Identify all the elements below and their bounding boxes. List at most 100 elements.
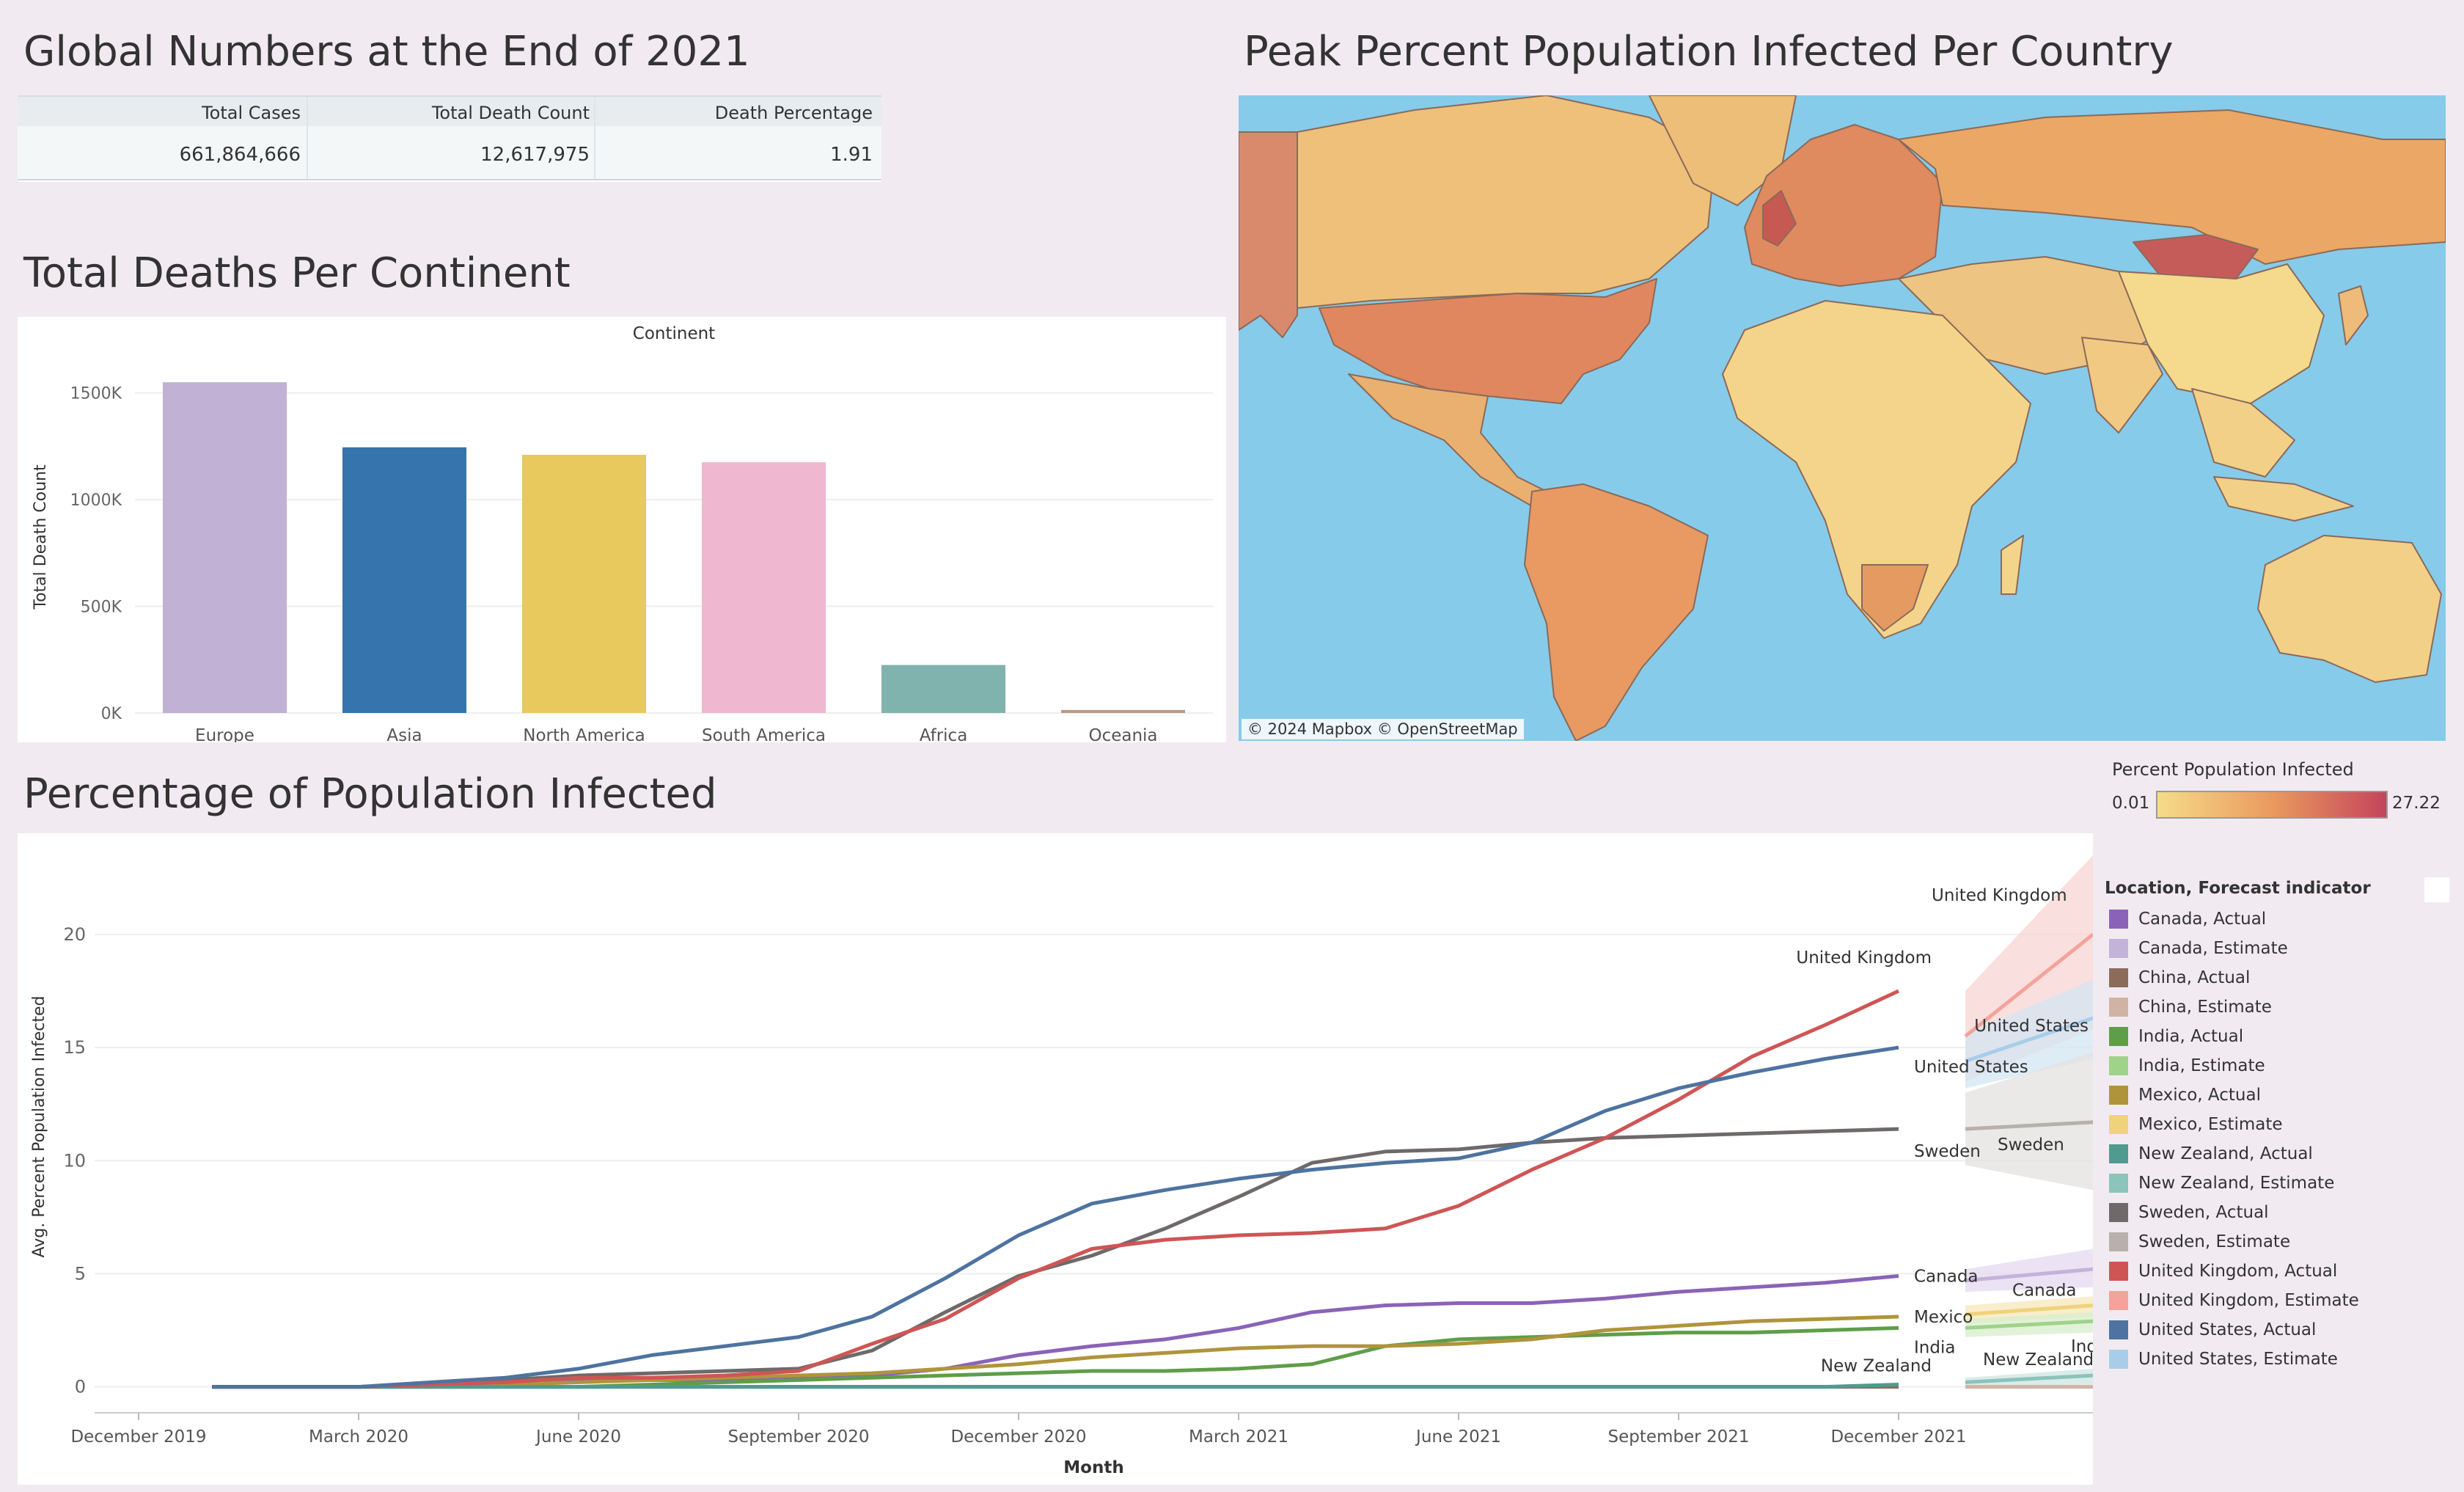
legend-menu-button[interactable]: [2424, 877, 2449, 902]
region-southeast-asia[interactable]: [2191, 388, 2295, 478]
region-greenland[interactable]: [1649, 95, 1797, 206]
region-south-america[interactable]: [1524, 483, 1709, 741]
map-title: Peak Percent Population Infected Per Cou…: [1244, 28, 2174, 76]
line-y-tick-label: 15: [63, 1037, 86, 1058]
legend-swatch: [2109, 1291, 2128, 1310]
legend-swatch: [2109, 1115, 2128, 1134]
region-japan[interactable]: [2338, 285, 2369, 345]
forecast-line-sweden: [1965, 1120, 2094, 1131]
legend-label: United Kingdom, Estimate: [2138, 1291, 2359, 1310]
legend-swatch: [2109, 1056, 2128, 1075]
series-line-canada: [212, 1274, 1899, 1389]
map-legend-gradient: [2156, 791, 2388, 819]
map-credit: © 2024 Mapbox © OpenStreetMap: [1242, 719, 1524, 739]
region-india[interactable]: [2081, 337, 2163, 434]
legend-item[interactable]: United States, Actual: [2109, 1317, 2316, 1342]
series-end-label: India: [1914, 1338, 1955, 1357]
line-y-tick-label: 0: [75, 1377, 86, 1397]
bar-y-axis-label: Total Death Count: [32, 464, 50, 610]
series-line-mexico: [212, 1314, 1899, 1389]
region-china[interactable]: [2118, 263, 2325, 404]
region-united-states[interactable]: [1319, 278, 1657, 404]
line-x-tick-label: September 2020: [728, 1427, 870, 1447]
legend-item[interactable]: Mexico, Estimate: [2109, 1112, 2283, 1137]
region-alaska[interactable]: [1239, 131, 1298, 338]
forecast-band-sweden: [1965, 1052, 2093, 1191]
legend-label: Mexico, Actual: [2138, 1086, 2261, 1105]
region-canada[interactable]: [1297, 95, 1716, 309]
region-indonesia[interactable]: [2213, 476, 2354, 522]
legend-label: Mexico, Estimate: [2138, 1115, 2283, 1134]
region-australia[interactable]: [2257, 535, 2442, 683]
series-end-label: Sweden: [1914, 1142, 1981, 1161]
legend-swatch: [2109, 910, 2128, 929]
legend-item[interactable]: India, Actual: [2109, 1024, 2243, 1049]
bar-africa: [881, 665, 1006, 713]
map-legend-min: 0.01: [2112, 794, 2150, 813]
series-line-new-zealand: [212, 1383, 1899, 1389]
series-line-india: [212, 1325, 1899, 1389]
value-death-percentage: 1.91: [830, 144, 873, 166]
forecast-line-india: [1965, 1319, 2094, 1330]
world-choropleth-map[interactable]: © 2024 Mapbox © OpenStreetMap: [1239, 95, 2446, 741]
legend-item[interactable]: India, Estimate: [2109, 1053, 2265, 1078]
legend-item[interactable]: New Zealand, Estimate: [2109, 1171, 2334, 1196]
line-x-tick-label: March 2021: [1189, 1427, 1288, 1447]
infected-line-chart: Avg. Percent Population Infected Month 0 5 1…: [30, 855, 2112, 1477]
legend-label: United Kingdom, Actual: [2138, 1262, 2338, 1281]
line-x-tick-label: June 2021: [1415, 1427, 1501, 1447]
legend-label: New Zealand, Actual: [2138, 1144, 2313, 1163]
map-legend-max: 27.22: [2392, 794, 2441, 813]
legend-item[interactable]: United States, Estimate: [2109, 1347, 2338, 1372]
region-united-kingdom[interactable]: [1762, 190, 1797, 246]
legend-swatch: [2109, 1144, 2128, 1163]
infected-title: Percentage of Population Infected: [23, 770, 717, 818]
forecast-label: Sweden: [1998, 1136, 2064, 1155]
region-mongolia[interactable]: [2133, 234, 2259, 279]
legend-item[interactable]: China, Estimate: [2109, 995, 2272, 1020]
map-legend-title: Percent Population Infected: [2112, 759, 2354, 780]
legend-swatch: [2109, 968, 2128, 987]
legend-swatch: [2109, 998, 2128, 1017]
deaths-chart-panel: Continent Total Death Count 0K 500K 1000K 150…: [18, 317, 1226, 745]
line-x-tick-label: September 2021: [1608, 1427, 1750, 1447]
legend-item[interactable]: Canada, Estimate: [2109, 936, 2288, 961]
forecast-band-united-states: [1965, 979, 2093, 1089]
legend-item[interactable]: China, Actual: [2109, 965, 2250, 990]
legend-swatch: [2109, 1350, 2128, 1369]
bar-category-label: North America: [523, 726, 645, 742]
region-russia[interactable]: [1898, 109, 2446, 265]
forecast-line-new-zealand: [1965, 1373, 2094, 1384]
legend-item[interactable]: Mexico, Actual: [2109, 1083, 2261, 1108]
series-line-united-states: [212, 1045, 1899, 1389]
region-southern-africa[interactable]: [1861, 564, 1929, 632]
forecast-line-united-kingdom: [1964, 932, 2094, 1038]
legend-item[interactable]: Sweden, Estimate: [2109, 1229, 2290, 1254]
legend-item[interactable]: New Zealand, Actual: [2109, 1141, 2313, 1166]
legend-label: Sweden, Estimate: [2138, 1232, 2291, 1251]
series-end-label: United States: [1914, 1058, 2028, 1077]
legend-item[interactable]: Canada, Actual: [2109, 907, 2266, 932]
region-madagascar[interactable]: [2001, 535, 2024, 595]
bar-category-label: Africa: [920, 726, 968, 742]
legend-label: Sweden, Actual: [2138, 1203, 2269, 1222]
legend-item[interactable]: United Kingdom, Actual: [2109, 1259, 2337, 1284]
legend-item[interactable]: Sweden, Actual: [2109, 1200, 2269, 1225]
legend-item[interactable]: United Kingdom, Estimate: [2109, 1288, 2359, 1313]
series-end-label: Canada: [1914, 1268, 1979, 1287]
legend-label: China, Actual: [2138, 968, 2251, 987]
legend-swatch: [2109, 1262, 2128, 1281]
region-europe[interactable]: [1744, 124, 1943, 287]
legend-swatch: [2109, 939, 2128, 958]
bar-category-label: Asia: [386, 726, 422, 742]
forecast-line-united-states: [1965, 1016, 2094, 1063]
global-numbers-table: Total Cases Total Death Count Death Perc…: [18, 95, 881, 182]
legend-label: India, Actual: [2138, 1027, 2244, 1046]
deaths-title: Total Deaths Per Continent: [23, 249, 571, 297]
line-y-axis-label: Avg. Percent Population Infected: [30, 995, 48, 1257]
global-numbers-title: Global Numbers at the End of 2021: [23, 28, 750, 76]
line-x-tick-label: June 2020: [535, 1427, 621, 1447]
legend-swatch: [2109, 1174, 2128, 1193]
bar-category-label: Oceania: [1088, 726, 1157, 742]
region-africa[interactable]: [1722, 300, 2031, 639]
